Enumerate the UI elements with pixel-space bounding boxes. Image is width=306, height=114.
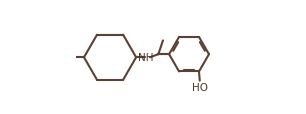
Text: HO: HO [192, 82, 208, 92]
Text: NH: NH [138, 53, 154, 63]
